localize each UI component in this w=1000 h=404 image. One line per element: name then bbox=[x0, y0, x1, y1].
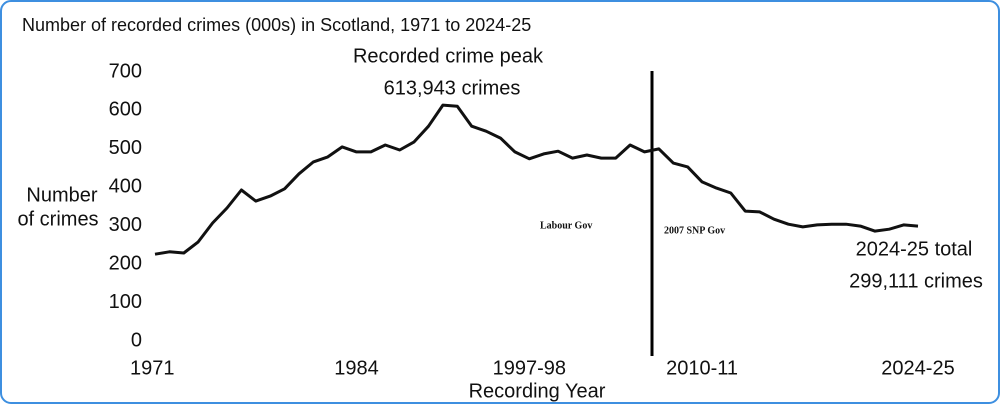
annotation: 2024-25 total bbox=[856, 238, 973, 260]
x-axis-label: Recording Year bbox=[469, 380, 606, 402]
y-tick-label: 700 bbox=[109, 60, 142, 82]
chart-title: Number of recorded crimes (000s) in Scot… bbox=[22, 15, 531, 35]
y-axis-label: of crimes bbox=[17, 208, 98, 230]
annotation: Labour Gov bbox=[540, 220, 592, 231]
y-tick-label: 100 bbox=[109, 291, 142, 313]
y-tick-label: 0 bbox=[131, 329, 142, 351]
x-tick-label: 2024-25 bbox=[881, 357, 954, 379]
annotation: 2007 SNP Gov bbox=[664, 225, 725, 236]
y-axis-label: Number bbox=[26, 184, 97, 206]
y-tick-label: 400 bbox=[109, 176, 142, 198]
x-tick-label: 1971 bbox=[130, 357, 175, 379]
data-line bbox=[154, 103, 919, 256]
x-tick-label: 2010-11 bbox=[666, 357, 738, 379]
annotation: 299,111 crimes bbox=[849, 270, 983, 292]
y-tick-label: 500 bbox=[109, 137, 142, 159]
y-tick-label: 600 bbox=[109, 99, 142, 121]
x-tick-label: 1984 bbox=[334, 357, 379, 379]
x-tick-label: 1997-98 bbox=[493, 357, 566, 379]
annotation: Recorded crime peak bbox=[353, 45, 544, 67]
y-tick-label: 300 bbox=[109, 214, 142, 236]
annotation: 613,943 crimes bbox=[384, 77, 521, 99]
y-tick-label: 200 bbox=[109, 252, 142, 274]
